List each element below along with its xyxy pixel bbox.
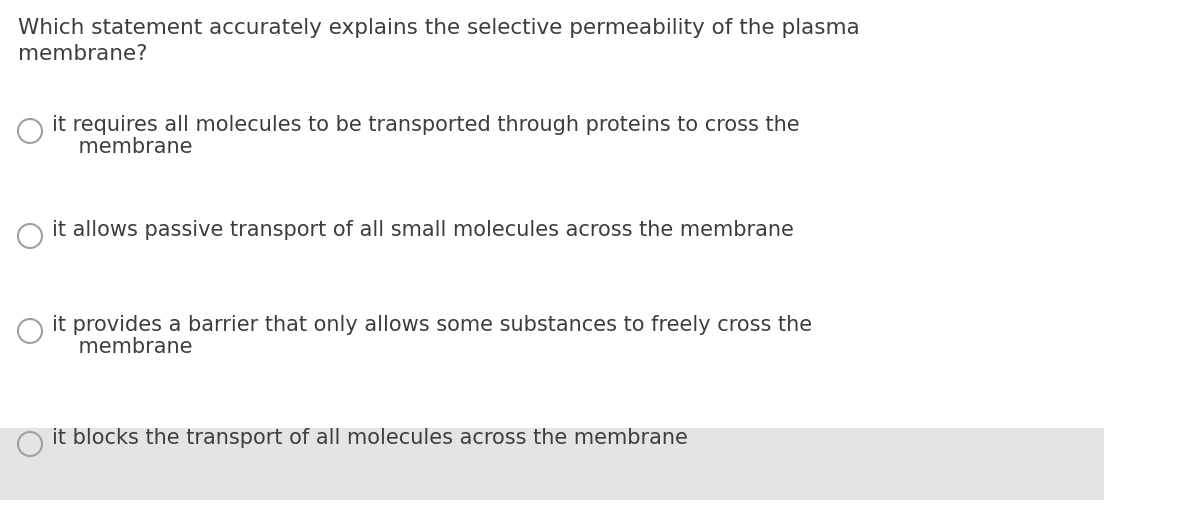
- Text: membrane?: membrane?: [18, 44, 148, 64]
- Text: membrane: membrane: [52, 137, 192, 157]
- Text: Which statement accurately explains the selective permeability of the plasma: Which statement accurately explains the …: [18, 18, 859, 38]
- Text: it provides a barrier that only allows some substances to freely cross the: it provides a barrier that only allows s…: [52, 315, 812, 335]
- Text: membrane: membrane: [52, 337, 192, 357]
- Text: it allows passive transport of all small molecules across the membrane: it allows passive transport of all small…: [52, 220, 794, 240]
- Text: it blocks the transport of all molecules across the membrane: it blocks the transport of all molecules…: [52, 428, 688, 448]
- FancyBboxPatch shape: [0, 428, 1104, 500]
- Text: it requires all molecules to be transported through proteins to cross the: it requires all molecules to be transpor…: [52, 115, 799, 135]
